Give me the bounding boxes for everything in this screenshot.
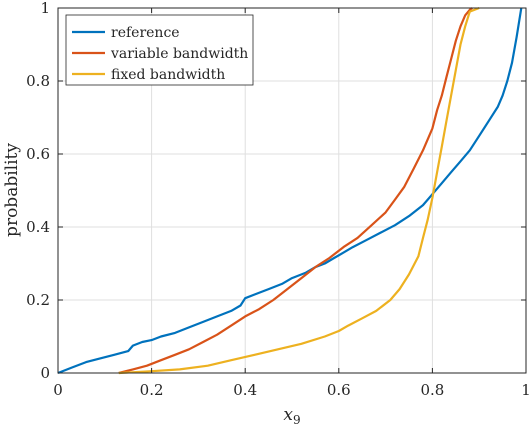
axes-box xyxy=(57,7,527,374)
y-tick-label: 0.6 xyxy=(26,145,50,163)
ticks xyxy=(57,7,527,374)
series-layer xyxy=(57,6,523,375)
y-tick-label: 1 xyxy=(40,0,50,17)
x-tick-label: 0.4 xyxy=(233,381,257,399)
series-line-variable-bandwidth xyxy=(118,7,473,375)
x-tick-label: 0.6 xyxy=(327,381,351,399)
tick-labels: 0 0.2 0.4 0.6 0.8 1 0 0.2 0.4 0.6 0.8 1 xyxy=(26,0,531,399)
x-axis-label-base: x xyxy=(283,405,293,425)
legend: reference variable bandwidth fixed bandwid… xyxy=(65,14,254,86)
legend-label-reference: reference xyxy=(111,25,180,41)
x-tick-label: 0 xyxy=(53,381,63,399)
legend-label-fixed-bandwidth: fixed bandwidth xyxy=(111,67,225,83)
y-tick-label: 0.2 xyxy=(26,291,50,309)
y-axis-label: probability xyxy=(2,143,22,237)
x-tick-label: 0.2 xyxy=(140,381,164,399)
x-axis-label: x9 xyxy=(283,405,300,427)
x-axis-label-subscript: 9 xyxy=(293,413,301,427)
x-tick-label: 1 xyxy=(521,381,531,399)
y-tick-label: 0 xyxy=(40,364,50,382)
legend-label-variable-bandwidth: variable bandwidth xyxy=(110,46,248,62)
x-tick-label: 0.8 xyxy=(420,381,444,399)
y-tick-label: 0.4 xyxy=(26,218,50,236)
y-tick-label: 0.8 xyxy=(26,72,50,90)
series-line-fixed-bandwidth xyxy=(118,6,480,375)
